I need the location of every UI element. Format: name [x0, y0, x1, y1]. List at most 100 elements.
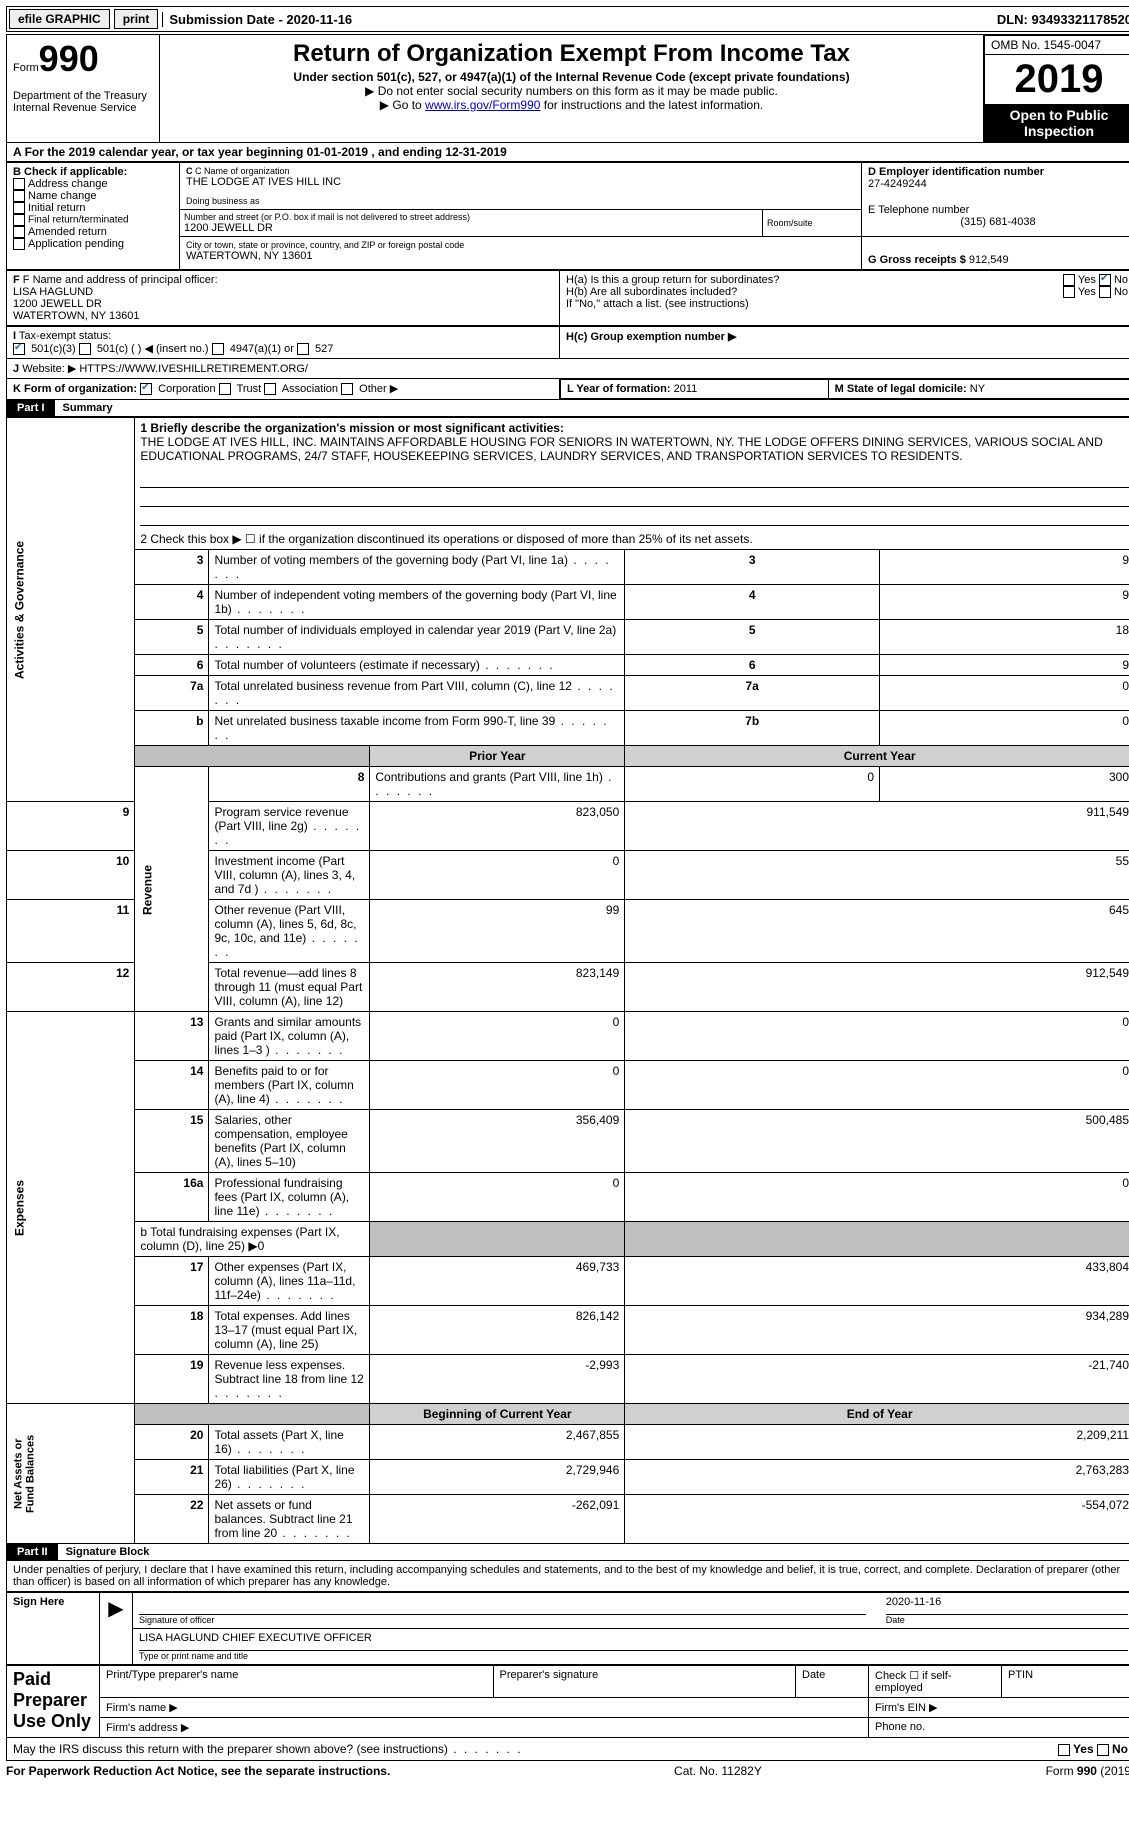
i-label: Tax-exempt status:: [19, 330, 111, 342]
note2-pre: ▶ Go to: [380, 98, 425, 112]
l-label: L Year of formation:: [567, 383, 671, 395]
i-501c3-check[interactable]: [13, 343, 25, 355]
cat-no: Cat. No. 11282Y: [674, 1764, 762, 1778]
m-value: NY: [970, 383, 985, 395]
mission-row: 1 Briefly describe the organization's mi…: [135, 418, 1129, 530]
box-f: F F Name and address of principal office…: [7, 271, 560, 326]
pname-label: Print/Type preparer's name: [100, 1666, 494, 1698]
line-a-text: For the 2019 calendar year, or tax year …: [25, 145, 507, 159]
c-name-label: C C Name of organization: [186, 166, 855, 176]
form-label: Form: [13, 62, 39, 74]
sig-of-officer-label: Signature of officer: [139, 1615, 866, 1625]
form-note1: ▶ Do not enter social security numbers o…: [166, 84, 977, 98]
b-opt-5[interactable]: Application pending: [13, 238, 173, 250]
b-opt-4[interactable]: Amended return: [13, 226, 173, 238]
g-label: G Gross receipts $: [868, 254, 966, 266]
b-opt-3[interactable]: Final return/terminated: [13, 214, 173, 226]
paid-preparer-label: Paid Preparer Use Only: [7, 1666, 100, 1738]
ha-yn: Yes No: [1063, 274, 1128, 286]
box-lm: L Year of formation: 2011 M State of leg…: [560, 379, 1129, 400]
pdate-label: Date: [796, 1666, 869, 1698]
gov-line-5: 5Total number of individuals employed in…: [7, 620, 1129, 655]
irs-discuss-row: May the IRS discuss this return with the…: [6, 1738, 1129, 1761]
side-net: Net Assets or Fund Balances: [7, 1404, 135, 1544]
side-rev: Revenue: [135, 767, 209, 1012]
efile-label: efile GRAPHIC: [9, 9, 110, 29]
dept-label: Department of the Treasury Internal Reve…: [13, 90, 153, 114]
omb-number: OMB No. 1545-0047: [985, 36, 1129, 55]
box-hc: H(c) Group exemption number ▶: [560, 327, 1129, 359]
box-h: H(a) Is this a group return for subordin…: [560, 271, 1129, 326]
irs-discuss-text: May the IRS discuss this return with the…: [13, 1742, 523, 1756]
part1-num: Part I: [7, 400, 55, 416]
box-d-e: D Employer identification number 27-4249…: [862, 163, 1129, 237]
j-label: Website: ▶: [22, 363, 76, 375]
sign-date: 2020-11-16: [886, 1596, 1128, 1615]
box-b: B Check if applicable: Address change Na…: [7, 163, 180, 270]
gov-line-4: 4Number of independent voting members of…: [7, 585, 1129, 620]
submission-date: Submission Date - 2020-11-16: [162, 12, 352, 27]
sig-row: Signature of officer 2020-11-16 Date: [133, 1593, 1129, 1629]
form-subtitle: Under section 501(c), 527, or 4947(a)(1)…: [166, 70, 977, 84]
firm-name-label: Firm's name ▶: [100, 1698, 869, 1718]
end-year-hdr: End of Year: [625, 1404, 1129, 1425]
e-label: E Telephone number: [868, 204, 1128, 216]
gov-line-7b: bNet unrelated business taxable income f…: [7, 711, 1129, 746]
mission-text: THE LODGE AT IVES HILL, INC. MAINTAINS A…: [140, 435, 1102, 463]
form-title: Return of Organization Exempt From Incom…: [166, 40, 977, 68]
ptin-label: PTIN: [1002, 1666, 1129, 1698]
box-i: I Tax-exempt status: 501(c)(3) 501(c) ( …: [7, 327, 560, 359]
k-label: K Form of organization:: [13, 383, 137, 395]
gov-line-3: 3Number of voting members of the governi…: [7, 550, 1129, 585]
note2-post: for instructions and the latest informat…: [540, 98, 763, 112]
l-value: 2011: [674, 383, 698, 395]
ein-value: 27-4249244: [868, 178, 1128, 190]
current-year-hdr: Current Year: [625, 746, 1129, 767]
m-label: M State of legal domicile:: [835, 383, 967, 395]
side-exp: Expenses: [7, 1012, 135, 1404]
form-cell: Form990 Department of the Treasury Inter…: [7, 35, 160, 143]
box-k: K Form of organization: Corporation Trus…: [7, 379, 560, 400]
form-note2: ▶ Go to www.irs.gov/Form990 for instruct…: [166, 98, 977, 112]
hb-label: H(b) Are all subordinates included?: [566, 286, 737, 298]
mission-label: 1 Briefly describe the organization's mi…: [140, 421, 564, 435]
b-opt-0[interactable]: Address change: [13, 178, 173, 190]
prior-year-hdr: Prior Year: [370, 746, 625, 767]
k-corp-check[interactable]: [140, 383, 152, 395]
line-a: A For the 2019 calendar year, or tax yea…: [6, 143, 1129, 162]
form-id: Form 990 (2019): [1046, 1764, 1129, 1778]
gov-line-7a: 7aTotal unrelated business revenue from …: [7, 676, 1129, 711]
website-value: HTTPS://WWW.IVESHILLRETIREMENT.ORG/: [79, 363, 308, 375]
paperwork-notice: For Paperwork Reduction Act Notice, see …: [6, 1764, 390, 1778]
print-button[interactable]: print: [114, 9, 159, 29]
b-opt-2[interactable]: Initial return: [13, 202, 173, 214]
sign-here-table: Sign Here ▶ Signature of officer 2020-11…: [6, 1592, 1129, 1665]
print-name-label: Type or print name and title: [139, 1651, 1128, 1661]
begin-year-hdr: Beginning of Current Year: [370, 1404, 625, 1425]
f-h-table: F F Name and address of principal office…: [6, 270, 1129, 326]
tax-year: 2019: [985, 55, 1129, 105]
phone-value: (315) 681-4038: [868, 216, 1128, 228]
box-j: J Website: ▶ HTTPS://WWW.IVESHILLRETIREM…: [7, 359, 1129, 379]
firm-addr-label: Firm's address ▶: [100, 1718, 869, 1738]
part2-title: Signature Block: [58, 1546, 150, 1558]
open-to-public: Open to Public Inspection: [985, 105, 1129, 142]
paid-preparer-table: Paid Preparer Use Only Print/Type prepar…: [6, 1665, 1129, 1738]
firm-ein-label: Firm's EIN ▶: [869, 1698, 1129, 1718]
form990-link[interactable]: www.irs.gov/Form990: [425, 98, 540, 112]
perjury-text: Under penalties of perjury, I declare th…: [6, 1561, 1129, 1592]
street-address: 1200 JEWELL DR: [184, 222, 758, 234]
sign-arrow-icon: ▶: [100, 1593, 133, 1665]
b-opt-1[interactable]: Name change: [13, 190, 173, 202]
officer-addr1: 1200 JEWELL DR: [13, 298, 553, 310]
part1-bar: Part I Summary: [6, 400, 1129, 417]
pcheck-label: Check ☐ if self-employed: [869, 1666, 1002, 1698]
irs-discuss-yn: Yes No: [1058, 1742, 1128, 1756]
gross-receipts: 912,549: [969, 254, 1009, 266]
part2-bar: Part II Signature Block: [6, 1544, 1129, 1561]
top-bar: efile GRAPHIC print Submission Date - 20…: [6, 6, 1129, 32]
right-header-cell: OMB No. 1545-0047 2019 Open to Public In…: [984, 35, 1129, 143]
hc-label: H(c) Group exemption number ▶: [566, 331, 736, 343]
h-note: If "No," attach a list. (see instruction…: [566, 298, 1128, 310]
col-hdr-row: Prior YearCurrent Year: [7, 746, 1129, 767]
